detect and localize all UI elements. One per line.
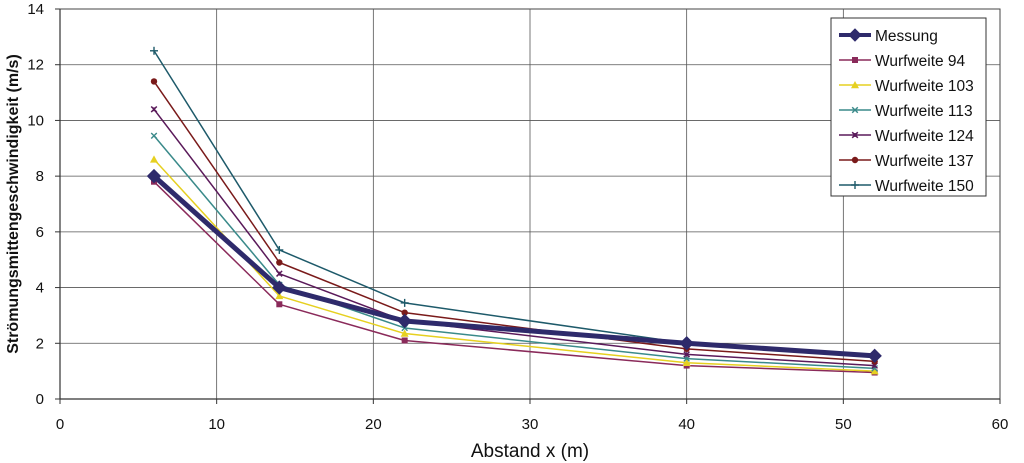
data-point [150,155,158,163]
data-point [275,291,284,300]
legend-marker [852,57,858,63]
data-point-stroke [150,132,158,140]
legend-label: Wurfweite 113 [875,103,973,120]
data-point [150,46,158,55]
legend-marker-stroke [851,106,859,114]
legend-marker [851,156,859,164]
x-axis-title: Abstand x (m) [471,441,589,462]
legend-label: Wurfweite 124 [875,128,974,145]
legend-label: Messung [875,28,938,45]
x-tick-label: 10 [208,416,225,433]
data-point [867,348,882,364]
data-point [870,367,879,375]
series-layer [146,46,882,376]
x-tick-label: 40 [678,416,695,433]
y-axis-title: Strömungsmittengeschwindigkeit (m/s) [5,54,22,354]
legend-item: Wurfweite 150 [839,178,974,195]
data-point [272,280,287,295]
data-point [276,259,283,266]
data-point [401,309,408,316]
legend-label: Wurfweite 103 [875,78,974,95]
legend-item: Wurfweite 94 [839,53,966,70]
data-point [150,105,158,113]
legend-marker [851,131,859,139]
axes: 0 10 20 30 40 50 60 0 2 4 6 8 10 12 14 Abstand x (m) Str… [5,1,1008,462]
data-point [146,168,162,184]
data-point [397,313,412,329]
legend-marker [851,181,859,189]
data-point [401,337,408,344]
legend-label: Wurfweite 94 [875,53,966,70]
legend-box [830,17,987,197]
legend-marker [851,106,859,114]
y-tick-label: 8 [36,168,44,185]
legend-marker [848,28,862,42]
y-tick-label: 4 [36,280,44,297]
y-tick-label: 2 [36,335,44,352]
legend-item: Wurfweite 137 [839,153,974,170]
y-tick-label: 6 [36,224,44,241]
legend-label: Wurfweite 150 [875,178,974,195]
x-tick-label: 20 [365,416,382,433]
legend-item: Wurfweite 124 [839,128,974,145]
y-tick-label: 10 [27,112,44,129]
y-tick-label: 12 [27,57,44,74]
legend-item: Wurfweite 113 [839,103,973,120]
x-tick-label: 30 [522,416,539,433]
legend-label: Wurfweite 137 [875,153,974,170]
x-tick-label: 50 [835,416,852,433]
data-point [275,245,284,254]
legend-item: Messung [839,28,938,45]
x-tick-label: 60 [992,416,1009,433]
legend: Messung Wurfweite 94 Wurfweite 103 Wurfweit… [830,17,987,197]
data-point [150,78,158,85]
data-point [276,301,283,308]
series-messung [146,168,882,364]
data-point [276,270,283,277]
x-tick-label: 0 [56,416,64,433]
legend-item: Wurfweite 103 [839,78,974,95]
y-tick-label: 0 [36,391,44,408]
data-point [679,336,694,351]
data-point [400,329,409,337]
data-point [682,358,691,366]
y-tick-label: 14 [27,1,44,18]
data-point [400,298,409,307]
data-point [150,132,158,140]
legend-marker [851,81,859,89]
data-point [683,351,690,358]
